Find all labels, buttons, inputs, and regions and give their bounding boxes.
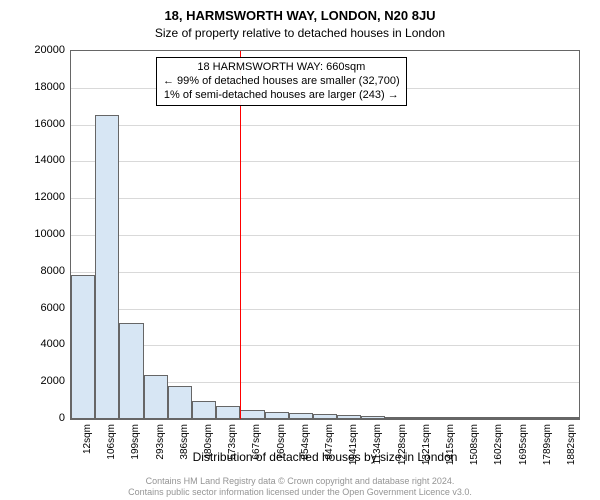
x-tick-label: 199sqm <box>130 424 141 474</box>
x-tick-label: 293sqm <box>155 424 166 474</box>
histogram-bar <box>555 417 579 419</box>
histogram-bar <box>361 416 385 419</box>
gridline <box>71 125 579 126</box>
gridline <box>71 272 579 273</box>
y-tick-label: 8000 <box>15 265 65 277</box>
y-tick-label: 2000 <box>15 375 65 387</box>
histogram-bar <box>119 323 143 419</box>
x-tick-label: 760sqm <box>276 424 287 474</box>
histogram-bar <box>144 375 168 419</box>
annotation-line: 18 HARMSWORTH WAY: 660sqm <box>163 61 400 75</box>
page-subtitle: Size of property relative to detached ho… <box>0 26 600 40</box>
annotation-line: ← 99% of detached houses are smaller (32… <box>163 75 400 89</box>
histogram-bar <box>216 406 240 419</box>
x-tick-label: 573sqm <box>227 424 238 474</box>
x-tick-label: 1134sqm <box>372 424 383 474</box>
histogram-chart: 18 HARMSWORTH WAY: 660sqm ← 99% of detac… <box>70 50 580 420</box>
footer-line: Contains HM Land Registry data © Crown c… <box>0 476 600 487</box>
gridline <box>71 235 579 236</box>
histogram-bar <box>337 415 361 419</box>
histogram-bar <box>240 410 264 419</box>
y-tick-label: 20000 <box>15 44 65 56</box>
x-tick-label: 667sqm <box>251 424 262 474</box>
histogram-bar <box>71 275 95 419</box>
histogram-bar <box>506 417 530 419</box>
histogram-bar <box>482 417 506 419</box>
page-title: 18, HARMSWORTH WAY, LONDON, N20 8JU <box>0 8 600 23</box>
x-tick-label: 854sqm <box>300 424 311 474</box>
x-tick-label: 1415sqm <box>445 424 456 474</box>
histogram-bar <box>458 417 482 419</box>
gridline <box>71 198 579 199</box>
histogram-bar <box>410 417 434 419</box>
histogram-bar <box>531 417 555 419</box>
y-tick-label: 18000 <box>15 81 65 93</box>
histogram-bar <box>289 413 313 419</box>
y-tick-label: 6000 <box>15 302 65 314</box>
y-tick-label: 14000 <box>15 154 65 166</box>
histogram-bar <box>385 417 409 419</box>
gridline <box>71 345 579 346</box>
histogram-bar <box>313 414 337 419</box>
x-tick-label: 1228sqm <box>397 424 408 474</box>
histogram-bar <box>434 417 458 419</box>
x-tick-label: 1321sqm <box>421 424 432 474</box>
x-tick-label: 386sqm <box>179 424 190 474</box>
x-tick-label: 947sqm <box>324 424 335 474</box>
x-tick-label: 480sqm <box>203 424 214 474</box>
histogram-bar <box>95 115 119 419</box>
gridline <box>71 309 579 310</box>
y-tick-label: 16000 <box>15 118 65 130</box>
x-tick-label: 1508sqm <box>469 424 480 474</box>
y-tick-label: 12000 <box>15 191 65 203</box>
annotation-line: 1% of semi-detached houses are larger (2… <box>163 89 400 103</box>
x-tick-label: 106sqm <box>106 424 117 474</box>
x-tick-label: 1882sqm <box>566 424 577 474</box>
histogram-bar <box>168 386 192 419</box>
y-axis-label: Number of detached properties <box>6 0 26 50</box>
x-tick-label: 1602sqm <box>493 424 504 474</box>
footer: Contains HM Land Registry data © Crown c… <box>0 476 600 498</box>
x-tick-label: 1789sqm <box>542 424 553 474</box>
x-tick-label: 12sqm <box>82 424 93 474</box>
footer-line: Contains public sector information licen… <box>0 487 600 498</box>
x-tick-label: 1695sqm <box>518 424 529 474</box>
x-tick-label: 1041sqm <box>348 424 359 474</box>
annotation-box: 18 HARMSWORTH WAY: 660sqm ← 99% of detac… <box>156 57 407 106</box>
histogram-bar <box>265 412 289 419</box>
y-tick-label: 4000 <box>15 338 65 350</box>
gridline <box>71 161 579 162</box>
y-tick-label: 0 <box>15 412 65 424</box>
histogram-bar <box>192 401 216 419</box>
y-tick-label: 10000 <box>15 228 65 240</box>
